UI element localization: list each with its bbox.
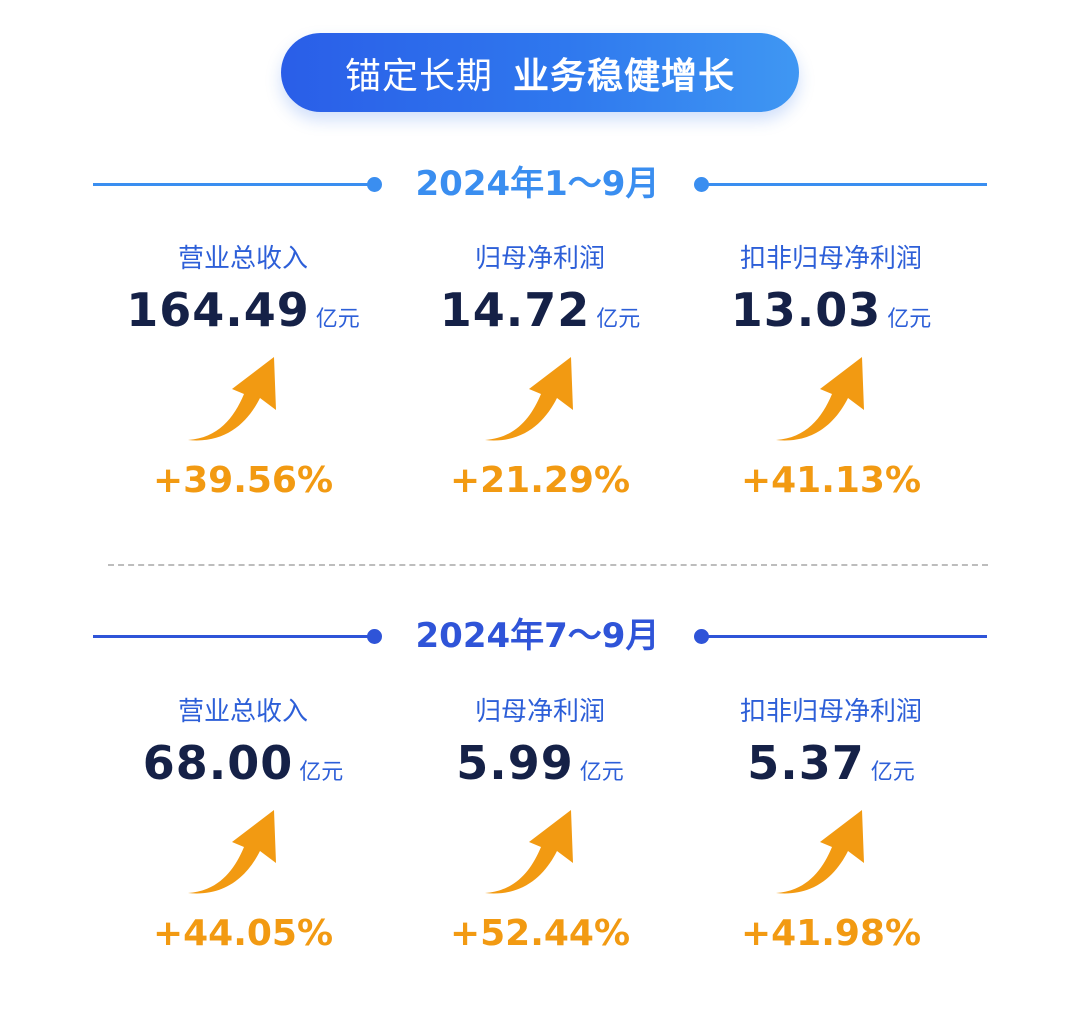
metric-value: 164.49 <box>126 283 310 337</box>
title-part-1: 锚定长期 <box>344 55 493 97</box>
metric-value-row: 5.99 亿元 <box>390 735 690 802</box>
divider-dot-left <box>367 177 382 192</box>
metric-value-row: 5.37 亿元 <box>681 735 981 802</box>
metric-deducted-net-profit: 扣非归母净利润 13.03 亿元 +41.13% <box>681 238 981 528</box>
metric-net-profit: 归母净利润 5.99 亿元 +52.44% <box>390 691 690 981</box>
up-trend-arrow-icon <box>188 356 288 446</box>
section-divider <box>108 564 988 566</box>
metric-unit: 亿元 <box>315 307 360 332</box>
metric-label: 营业总收入 <box>177 697 308 727</box>
divider-line-left <box>93 183 373 186</box>
metric-growth: +41.13% <box>740 460 922 501</box>
title-part-2: 业务稳健增长 <box>513 55 736 97</box>
up-trend-arrow-icon <box>776 809 876 899</box>
metric-growth: +21.29% <box>449 460 631 501</box>
metric-value-row: 68.00 亿元 <box>93 735 393 802</box>
up-trend-arrow-icon <box>188 809 288 899</box>
metric-value-row: 13.03 亿元 <box>681 282 981 349</box>
metric-unit: 亿元 <box>870 760 915 785</box>
metric-label: 归母净利润 <box>474 244 605 274</box>
metric-unit: 亿元 <box>579 760 624 785</box>
period-label: 2024年1～9月 <box>415 164 660 204</box>
metric-deducted-net-profit: 扣非归母净利润 5.37 亿元 +41.98% <box>681 691 981 981</box>
metric-net-profit: 归母净利润 14.72 亿元 +21.29% <box>390 238 690 528</box>
divider-dot-right <box>694 177 709 192</box>
metric-label: 营业总收入 <box>177 244 308 274</box>
metric-growth: +52.44% <box>449 913 631 954</box>
metric-label: 扣非归母净利润 <box>739 244 922 274</box>
metric-value: 13.03 <box>730 283 882 337</box>
metric-growth: +44.05% <box>152 913 334 954</box>
up-trend-arrow-icon <box>485 356 585 446</box>
metric-label: 扣非归母净利润 <box>739 697 922 727</box>
metric-unit: 亿元 <box>887 307 932 332</box>
metric-unit: 亿元 <box>299 760 344 785</box>
metric-value: 14.72 <box>439 283 591 337</box>
divider-line-right <box>704 635 987 638</box>
metric-growth: +41.98% <box>740 913 922 954</box>
metric-value: 68.00 <box>142 736 294 790</box>
up-trend-arrow-icon <box>776 356 876 446</box>
metric-total-revenue: 营业总收入 68.00 亿元 +44.05% <box>93 691 393 981</box>
metric-value-row: 14.72 亿元 <box>390 282 690 349</box>
period-label: 2024年7～9月 <box>415 616 660 656</box>
metric-total-revenue: 营业总收入 164.49 亿元 +39.56% <box>93 238 393 528</box>
metric-value: 5.99 <box>456 736 574 790</box>
divider-dot-right <box>694 629 709 644</box>
metric-value-row: 164.49 亿元 <box>93 282 393 349</box>
title-banner: 锚定长期 业务稳健增长 <box>281 33 799 112</box>
metric-unit: 亿元 <box>596 307 641 332</box>
metric-label: 归母净利润 <box>474 697 605 727</box>
divider-dot-left <box>367 629 382 644</box>
divider-line-right <box>704 183 987 186</box>
divider-line-left <box>93 635 373 638</box>
up-trend-arrow-icon <box>485 809 585 899</box>
period-header-2: 2024年7～9月 <box>0 616 1080 656</box>
metric-growth: +39.56% <box>152 460 334 501</box>
metric-value: 5.37 <box>747 736 865 790</box>
period-header-1: 2024年1～9月 <box>0 164 1080 204</box>
